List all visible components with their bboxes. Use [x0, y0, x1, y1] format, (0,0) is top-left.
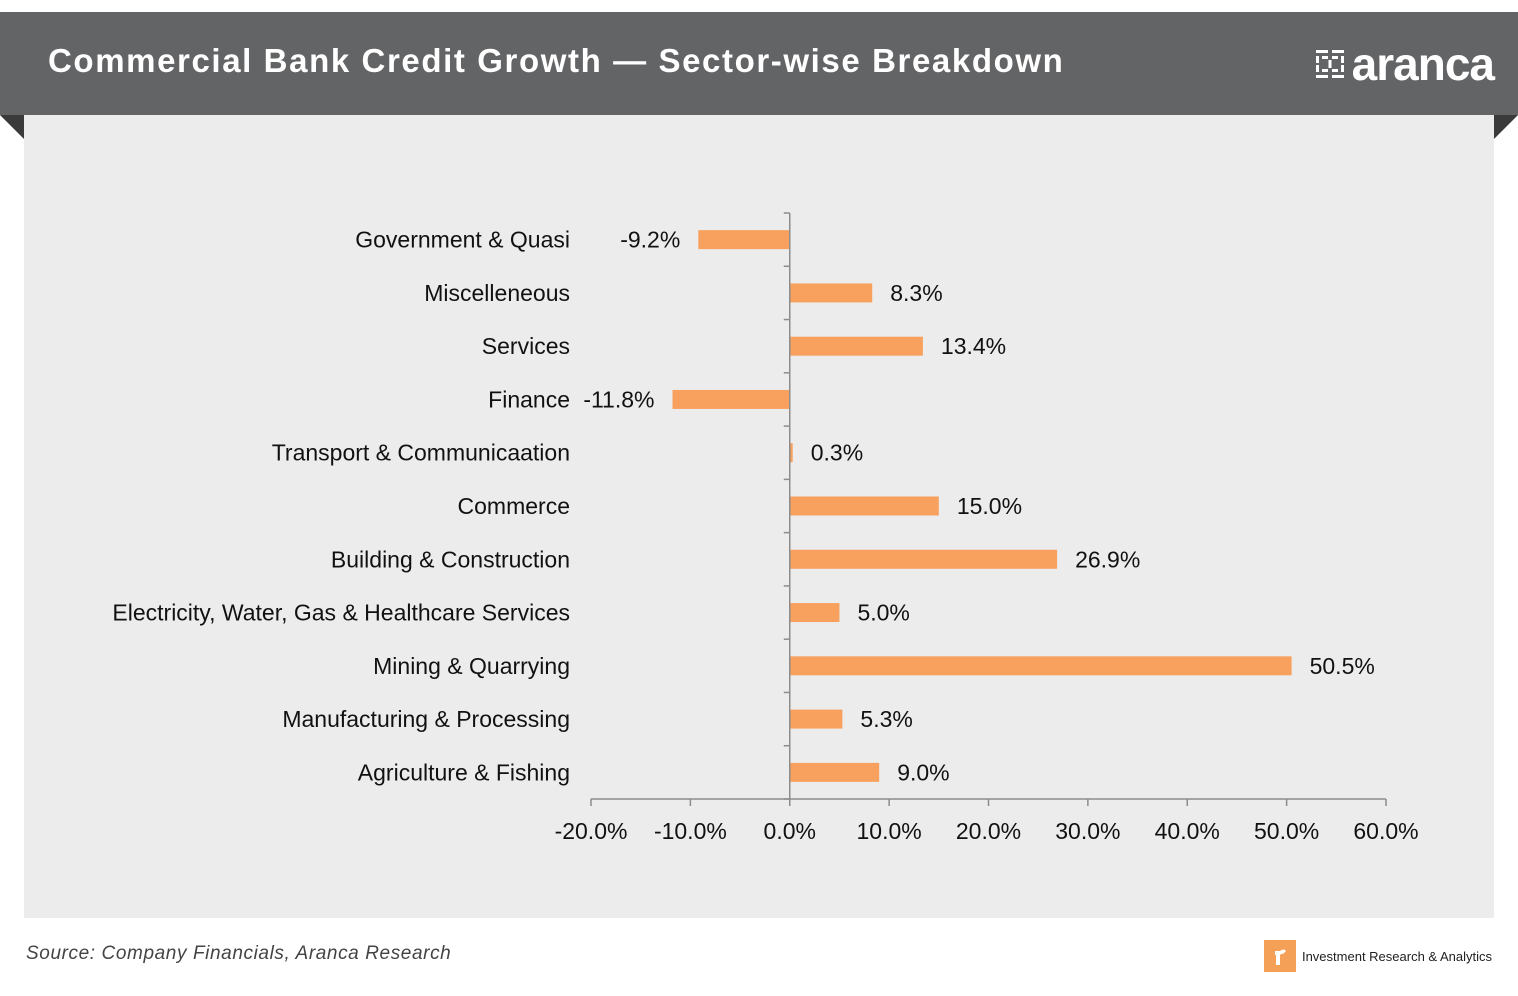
bar: [789, 283, 873, 303]
category-label: Agriculture & Fishing: [358, 759, 570, 785]
bar: [789, 656, 1292, 676]
x-tick-label: 10.0%: [857, 818, 922, 844]
bar: [789, 336, 923, 356]
bar-chart: Government & Quasi -9.2% Miscelleneous 8.3%…: [112, 212, 1419, 844]
x-tick-label: -10.0%: [654, 818, 727, 844]
category-label: Transport & Communicaation: [272, 440, 570, 466]
data-label: 5.0%: [857, 600, 909, 626]
banner-fold-right: [1494, 115, 1518, 139]
x-tick-label: -20.0%: [555, 818, 628, 844]
footer-logo-icon: [1263, 940, 1296, 972]
data-label: 8.3%: [890, 280, 942, 306]
data-label: 26.9%: [1075, 546, 1140, 572]
bar: [789, 709, 843, 729]
bar: [789, 443, 793, 463]
data-label: 5.3%: [860, 706, 912, 732]
category-label: Services: [482, 333, 570, 359]
category-label: Commerce: [458, 493, 570, 519]
data-label: 50.5%: [1310, 653, 1375, 679]
bar: [789, 603, 840, 623]
data-label: 15.0%: [957, 493, 1022, 519]
bar: [698, 230, 790, 250]
data-label: 0.3%: [811, 440, 863, 466]
category-label: Mining & Quarrying: [373, 653, 570, 679]
data-label: 9.0%: [897, 759, 949, 785]
category-label: Government & Quasi: [355, 227, 570, 253]
category-label: Building & Construction: [331, 546, 570, 572]
x-tick-label: 20.0%: [956, 818, 1021, 844]
x-tick-label: 60.0%: [1353, 818, 1418, 844]
footer-tagline: Investment Research & Analytics: [1301, 948, 1492, 964]
banner-fold-left: [0, 115, 24, 139]
bar: [789, 762, 880, 782]
data-label: -9.2%: [620, 227, 680, 253]
category-label: Miscelleneous: [424, 280, 570, 306]
category-label: Finance: [488, 386, 570, 412]
footer-brand: Investment Research & Analytics: [1263, 940, 1492, 972]
header-banner: Commercial Bank Credit Growth — Sector-w…: [0, 12, 1518, 115]
bar: [672, 389, 790, 409]
x-tick-label: 30.0%: [1055, 818, 1120, 844]
bar: [789, 549, 1058, 569]
source-note: Source: Company Financials, Aranca Resea…: [26, 943, 452, 964]
data-label: 13.4%: [941, 333, 1006, 359]
chart-panel: Government & Quasi -9.2% Miscelleneous 8.3%…: [24, 115, 1494, 918]
brand-mark-icon: [1315, 50, 1344, 78]
x-tick-label: 50.0%: [1254, 818, 1319, 844]
brand-name: aranca: [1351, 38, 1495, 90]
x-tick-label: 40.0%: [1155, 818, 1220, 844]
bar: [789, 496, 939, 516]
brand-logo: aranca: [1314, 36, 1495, 92]
category-label: Manufacturing & Processing: [282, 706, 570, 732]
x-tick-label: 0.0%: [764, 818, 816, 844]
page-title: Commercial Bank Credit Growth — Sector-w…: [48, 42, 1065, 79]
data-label: -11.8%: [583, 386, 654, 412]
category-label: Electricity, Water, Gas & Healthcare Ser…: [112, 600, 570, 626]
